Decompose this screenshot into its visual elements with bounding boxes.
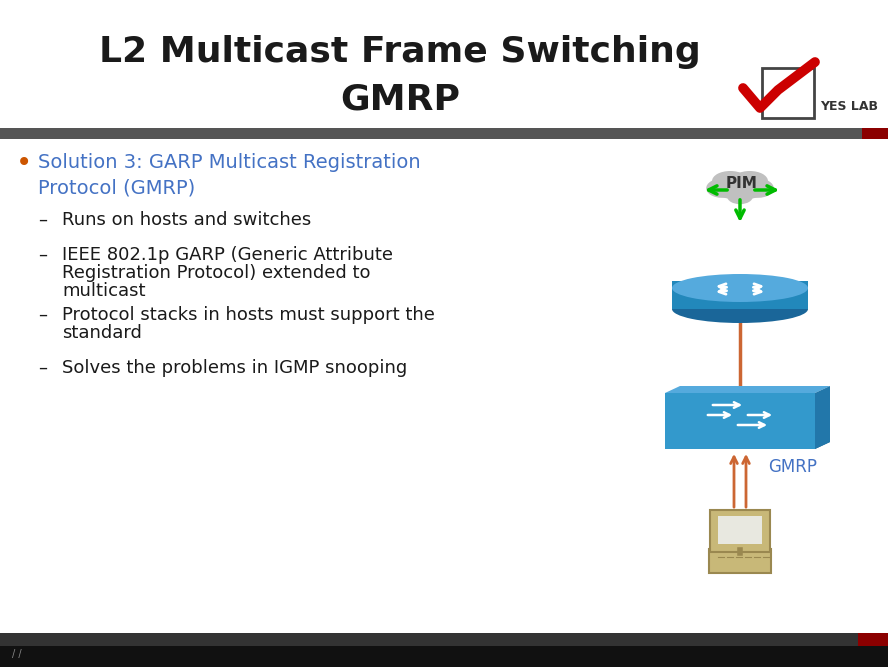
Text: GMRP: GMRP xyxy=(340,83,460,117)
Text: Protocol stacks in hosts must support the: Protocol stacks in hosts must support th… xyxy=(62,306,435,324)
Ellipse shape xyxy=(732,171,768,191)
Polygon shape xyxy=(815,386,830,449)
Text: •: • xyxy=(16,149,32,177)
Bar xyxy=(672,281,808,309)
Text: Registration Protocol) extended to: Registration Protocol) extended to xyxy=(62,264,370,282)
Ellipse shape xyxy=(719,174,761,200)
FancyBboxPatch shape xyxy=(710,510,770,552)
Bar xyxy=(762,68,814,118)
Text: standard: standard xyxy=(62,324,142,342)
Text: GMRP: GMRP xyxy=(768,458,817,476)
Text: IEEE 802.1p GARP (Generic Attribute: IEEE 802.1p GARP (Generic Attribute xyxy=(62,246,393,264)
Text: YES LAB: YES LAB xyxy=(820,101,878,113)
Text: –: – xyxy=(38,211,47,229)
Polygon shape xyxy=(665,393,815,449)
FancyBboxPatch shape xyxy=(709,549,771,573)
Text: Runs on hosts and switches: Runs on hosts and switches xyxy=(62,211,312,229)
Ellipse shape xyxy=(716,185,765,199)
Text: –: – xyxy=(38,359,47,377)
Bar xyxy=(0,128,862,139)
Ellipse shape xyxy=(727,188,753,204)
Text: Protocol (GMRP): Protocol (GMRP) xyxy=(38,179,195,197)
Polygon shape xyxy=(665,386,830,393)
Text: Solution 3: GARP Multicast Registration: Solution 3: GARP Multicast Registration xyxy=(38,153,421,173)
Text: PIM: PIM xyxy=(726,175,758,191)
Ellipse shape xyxy=(706,179,737,198)
Bar xyxy=(718,516,762,544)
Bar xyxy=(858,633,888,646)
Ellipse shape xyxy=(712,171,749,191)
Text: Solves the problems in IGMP snooping: Solves the problems in IGMP snooping xyxy=(62,359,408,377)
Bar xyxy=(0,646,888,667)
Text: / /: / / xyxy=(12,649,21,659)
Text: L2 Multicast Frame Switching: L2 Multicast Frame Switching xyxy=(99,35,701,69)
Polygon shape xyxy=(665,442,830,449)
Bar xyxy=(0,633,858,646)
Text: –: – xyxy=(38,246,47,264)
Ellipse shape xyxy=(742,179,773,198)
Ellipse shape xyxy=(672,295,808,323)
Text: multicast: multicast xyxy=(62,282,146,300)
Ellipse shape xyxy=(672,274,808,302)
Bar xyxy=(862,128,888,139)
Text: –: – xyxy=(38,306,47,324)
